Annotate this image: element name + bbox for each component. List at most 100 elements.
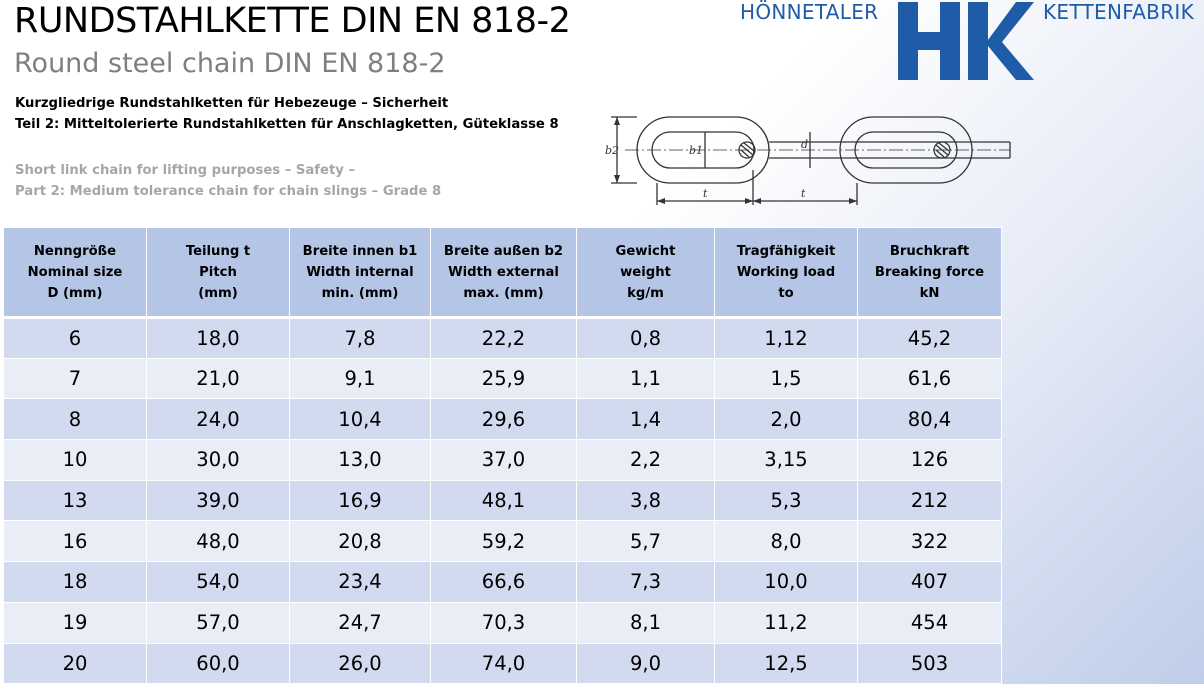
cell-width-internal: 10,4 bbox=[289, 398, 431, 441]
column-header-weight: Gewicht weight kg/m bbox=[576, 227, 715, 319]
page-title: RUNDSTAHLKETTE DIN EN 818-2 bbox=[14, 1, 571, 41]
cell-pitch: 60,0 bbox=[146, 642, 290, 684]
cell-working-load: 12,5 bbox=[714, 642, 858, 684]
logo-text-right: KETTENFABRIK bbox=[1043, 0, 1195, 24]
column-header-width-internal: Breite innen b1 Width internal min. (mm) bbox=[289, 227, 431, 319]
cell-width-external: 59,2 bbox=[430, 520, 577, 563]
description-english: Short link chain for lifting purposes – … bbox=[15, 160, 441, 202]
description-german: Kurzgliedrige Rundstahlketten für Hebeze… bbox=[15, 93, 559, 135]
cell-width-internal: 20,8 bbox=[289, 520, 431, 563]
chain-spec-table: Nenngröße Nominal size D (mm) Teilung t Pit… bbox=[3, 227, 1002, 684]
label-pitch-1: t bbox=[703, 187, 708, 200]
cell-pitch: 24,0 bbox=[146, 398, 290, 441]
column-header-width-external: Breite außen b2 Width external max. (mm) bbox=[430, 227, 577, 319]
cell-breaking-force: 45,2 bbox=[857, 317, 1002, 359]
table-row: 20 60,0 26,0 74,0 9,0 12,5 503 bbox=[3, 642, 1002, 684]
cell-nominal-size: 8 bbox=[3, 398, 147, 441]
table-row: 8 24,0 10,4 29,6 1,4 2,0 80,4 bbox=[3, 398, 1002, 441]
cell-nominal-size: 18 bbox=[3, 561, 147, 603]
cell-working-load: 8,0 bbox=[714, 520, 858, 563]
cell-nominal-size: 13 bbox=[3, 479, 147, 522]
cell-width-internal: 16,9 bbox=[289, 479, 431, 522]
cell-breaking-force: 407 bbox=[857, 561, 1002, 603]
cell-nominal-size: 19 bbox=[3, 601, 147, 644]
cell-breaking-force: 454 bbox=[857, 601, 1002, 644]
cell-width-internal: 9,1 bbox=[289, 357, 431, 400]
description-german-line: Teil 2: Mitteltolerierte Rundstahlketten… bbox=[15, 117, 559, 132]
cell-working-load: 1,5 bbox=[714, 357, 858, 400]
column-header-working-load: Tragfähigkeit Working load to bbox=[714, 227, 858, 319]
cell-width-external: 48,1 bbox=[430, 479, 577, 522]
cell-pitch: 57,0 bbox=[146, 601, 290, 644]
cell-breaking-force: 80,4 bbox=[857, 398, 1002, 441]
table-row: 7 21,0 9,1 25,9 1,1 1,5 61,6 bbox=[3, 357, 1002, 400]
cell-breaking-force: 126 bbox=[857, 439, 1002, 481]
column-header-pitch: Teilung t Pitch (mm) bbox=[146, 227, 290, 319]
logo-text-left: HÖNNETALER bbox=[740, 0, 879, 24]
cell-nominal-size: 16 bbox=[3, 520, 147, 563]
cell-breaking-force: 61,6 bbox=[857, 357, 1002, 400]
cell-weight: 1,1 bbox=[576, 357, 715, 400]
cell-width-internal: 26,0 bbox=[289, 642, 431, 684]
table-body: 6 18,0 7,8 22,2 0,8 1,12 45,2 7 21,0 9,1 25,9 1,1 1,… bbox=[3, 317, 1002, 684]
cell-pitch: 18,0 bbox=[146, 317, 290, 359]
cell-width-internal: 24,7 bbox=[289, 601, 431, 644]
cell-width-external: 74,0 bbox=[430, 642, 577, 684]
label-d: d bbox=[801, 138, 808, 151]
cell-width-external: 37,0 bbox=[430, 439, 577, 481]
table-header-row: Nenngröße Nominal size D (mm) Teilung t Pit… bbox=[3, 227, 1002, 319]
column-header-breaking-force: Bruchkraft Breaking force kN bbox=[857, 227, 1002, 319]
cell-pitch: 21,0 bbox=[146, 357, 290, 400]
cell-width-external: 29,6 bbox=[430, 398, 577, 441]
cell-pitch: 30,0 bbox=[146, 439, 290, 481]
hk-logo-mark: HK bbox=[898, 2, 1034, 80]
cell-weight: 8,1 bbox=[576, 601, 715, 644]
chain-drawing: b2 b1 d t t bbox=[605, 116, 1011, 205]
cell-pitch: 48,0 bbox=[146, 520, 290, 563]
cell-weight: 5,7 bbox=[576, 520, 715, 563]
label-b2: b2 bbox=[605, 144, 619, 157]
cell-pitch: 54,0 bbox=[146, 561, 290, 603]
cell-weight: 7,3 bbox=[576, 561, 715, 603]
cell-working-load: 5,3 bbox=[714, 479, 858, 522]
cell-working-load: 11,2 bbox=[714, 601, 858, 644]
cell-breaking-force: 212 bbox=[857, 479, 1002, 522]
cell-weight: 3,8 bbox=[576, 479, 715, 522]
table-row: 10 30,0 13,0 37,0 2,2 3,15 126 bbox=[3, 439, 1002, 481]
description-english-line: Short link chain for lifting purposes – … bbox=[15, 163, 356, 178]
description-german-line: Kurzgliedrige Rundstahlketten für Hebeze… bbox=[15, 96, 449, 111]
chain-spec-table-wrapper: Nenngröße Nominal size D (mm) Teilung t Pit… bbox=[3, 227, 1002, 684]
cell-weight: 9,0 bbox=[576, 642, 715, 684]
cell-working-load: 2,0 bbox=[714, 398, 858, 441]
cell-width-internal: 23,4 bbox=[289, 561, 431, 603]
cell-width-external: 22,2 bbox=[430, 317, 577, 359]
table-row: 13 39,0 16,9 48,1 3,8 5,3 212 bbox=[3, 479, 1002, 522]
cell-working-load: 10,0 bbox=[714, 561, 858, 603]
table-row: 16 48,0 20,8 59,2 5,7 8,0 322 bbox=[3, 520, 1002, 563]
cell-pitch: 39,0 bbox=[146, 479, 290, 522]
cell-breaking-force: 322 bbox=[857, 520, 1002, 563]
cell-weight: 1,4 bbox=[576, 398, 715, 441]
cell-nominal-size: 7 bbox=[3, 357, 147, 400]
label-pitch-2: t bbox=[801, 187, 806, 200]
cell-width-external: 25,9 bbox=[430, 357, 577, 400]
cell-working-load: 3,15 bbox=[714, 439, 858, 481]
description-english-line: Part 2: Medium tolerance chain for chain… bbox=[15, 184, 442, 199]
table-row: 18 54,0 23,4 66,6 7,3 10,0 407 bbox=[3, 561, 1002, 603]
cell-width-external: 66,6 bbox=[430, 561, 577, 603]
cell-weight: 0,8 bbox=[576, 317, 715, 359]
cell-width-internal: 7,8 bbox=[289, 317, 431, 359]
column-header-nominal-size: Nenngröße Nominal size D (mm) bbox=[3, 227, 147, 319]
label-b1: b1 bbox=[689, 144, 703, 157]
cell-nominal-size: 10 bbox=[3, 439, 147, 481]
cell-width-internal: 13,0 bbox=[289, 439, 431, 481]
page-subtitle: Round steel chain DIN EN 818-2 bbox=[14, 48, 446, 79]
cell-nominal-size: 20 bbox=[3, 642, 147, 684]
cell-working-load: 1,12 bbox=[714, 317, 858, 359]
cell-nominal-size: 6 bbox=[3, 317, 147, 359]
cell-weight: 2,2 bbox=[576, 439, 715, 481]
table-row: 19 57,0 24,7 70,3 8,1 11,2 454 bbox=[3, 601, 1002, 644]
cell-breaking-force: 503 bbox=[857, 642, 1002, 684]
table-row: 6 18,0 7,8 22,2 0,8 1,12 45,2 bbox=[3, 317, 1002, 359]
cell-width-external: 70,3 bbox=[430, 601, 577, 644]
